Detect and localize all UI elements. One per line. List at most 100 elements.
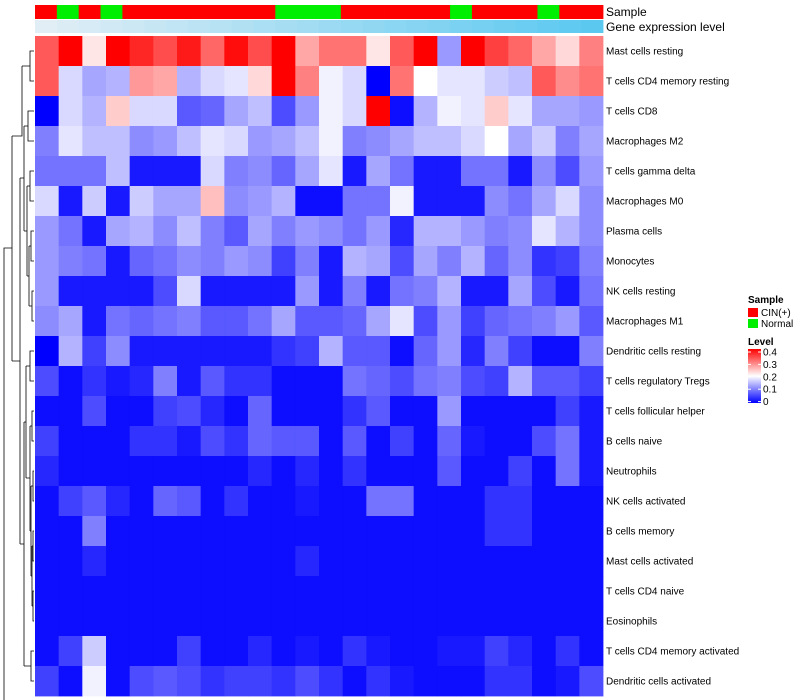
heatmap-cell <box>461 456 486 487</box>
sample-annotation-cell <box>340 5 364 19</box>
heatmap-cell <box>484 576 509 607</box>
heatmap-cell <box>579 666 604 697</box>
heatmap-cell <box>248 156 273 187</box>
heatmap-cell <box>555 666 580 697</box>
heatmap-cell <box>200 456 225 487</box>
row-label: T cells CD4 naive <box>606 587 685 598</box>
heatmap-cell <box>413 276 438 307</box>
heatmap-cell <box>35 276 60 307</box>
dendrogram-branches <box>3 50 34 700</box>
heatmap-cell <box>224 66 249 97</box>
legend-colorbar <box>748 349 761 403</box>
heatmap-cell <box>129 576 154 607</box>
heatmap-cell <box>82 666 107 697</box>
heatmap-cell <box>106 36 131 67</box>
heatmap-cell <box>58 516 83 547</box>
legend-label-normal: Normal <box>761 319 793 330</box>
row-label: Monocytes <box>606 257 654 268</box>
heatmap-cell <box>579 246 604 277</box>
heatmap-cell <box>58 546 83 577</box>
heatmap-cell <box>461 126 486 157</box>
heatmap-cell <box>342 606 367 637</box>
heatmap-cell <box>271 456 296 487</box>
heatmap-cell <box>555 606 580 637</box>
heatmap-cell <box>319 36 344 67</box>
sample-annotation-cell <box>100 5 123 19</box>
heatmap-cell <box>129 156 154 187</box>
heatmap-cell <box>319 426 344 457</box>
heatmap-cell <box>413 666 438 697</box>
heatmap-cell <box>177 516 202 547</box>
heatmap-cell <box>248 276 273 307</box>
heatmap-cell <box>106 366 131 397</box>
heatmap-cell <box>390 606 415 637</box>
heatmap-cell <box>177 456 202 487</box>
heatmap-cell <box>271 396 296 427</box>
heatmap-cell <box>508 546 533 577</box>
heatmap-cell <box>35 306 60 337</box>
row-label: Mast cells resting <box>606 47 683 58</box>
sample-annotation-cell <box>406 5 429 19</box>
heatmap-cell <box>106 516 131 547</box>
heatmap-cell <box>579 486 604 517</box>
sample-annotation-bar <box>35 5 604 19</box>
heatmap-cell <box>437 606 462 637</box>
heatmap-cell <box>177 276 202 307</box>
heatmap-cell <box>413 186 438 217</box>
heatmap-cell <box>484 606 509 637</box>
heatmap-cell <box>224 516 249 547</box>
heatmap-cell <box>248 546 273 577</box>
gene-expression-annotation-cell <box>253 20 276 33</box>
heatmap-cell <box>295 666 320 697</box>
heatmap-cell <box>248 456 273 487</box>
heatmap-cell <box>129 216 154 247</box>
row-label: Macrophages M1 <box>606 317 684 328</box>
heatmap-cell <box>437 546 462 577</box>
heatmap-cell <box>508 666 533 697</box>
heatmap-cell <box>579 306 604 337</box>
sample-annotation-cell <box>428 5 451 19</box>
heatmap-cell <box>153 36 178 67</box>
heatmap-cell <box>153 576 178 607</box>
heatmap-cell <box>508 396 533 427</box>
heatmap-cell <box>461 396 486 427</box>
gene-expression-annotation-cell <box>122 20 145 33</box>
heatmap-cell <box>82 396 107 427</box>
sample-annotation-cell <box>209 5 233 19</box>
heatmap-cell <box>484 276 509 307</box>
heatmap-cell <box>532 606 557 637</box>
heatmap-cell <box>58 66 83 97</box>
heatmap-cell <box>579 426 604 457</box>
heatmap-cell <box>555 336 580 367</box>
heatmap-cell <box>366 456 391 487</box>
heatmap-cell <box>58 216 83 247</box>
heatmap-cell <box>82 426 107 457</box>
gene-expression-annotation-cell <box>78 20 101 33</box>
heatmap-cell <box>271 366 296 397</box>
heatmap-cell <box>579 36 604 67</box>
heatmap-cell <box>35 636 60 667</box>
heatmap-cell <box>532 486 557 517</box>
heatmap-cell <box>224 186 249 217</box>
row-labels: Mast cells resting T cells CD4 memory res… <box>606 47 739 688</box>
heatmap-cell <box>106 426 131 457</box>
row-label: Eosinophils <box>606 617 657 628</box>
heatmap-cell <box>106 576 131 607</box>
heatmap-cell <box>508 306 533 337</box>
sample-annotation-cell <box>166 5 189 19</box>
heatmap-cell <box>129 456 154 487</box>
heatmap-cell <box>484 66 509 97</box>
heatmap-cell <box>319 666 344 697</box>
heatmap-cell <box>129 276 154 307</box>
heatmap-cell <box>129 606 154 637</box>
heatmap-cell <box>413 456 438 487</box>
heatmap-cell <box>200 96 225 127</box>
heatmap-cell <box>58 36 83 67</box>
legend-tick-label: 0.4 <box>763 348 777 359</box>
sample-annotation-cell <box>362 5 385 19</box>
heatmap-cell <box>342 666 367 697</box>
heatmap-cell <box>153 486 178 517</box>
row-label: T cells follicular helper <box>606 407 705 418</box>
heatmap-cell <box>555 636 580 667</box>
row-label: T cells CD4 memory resting <box>606 77 729 88</box>
